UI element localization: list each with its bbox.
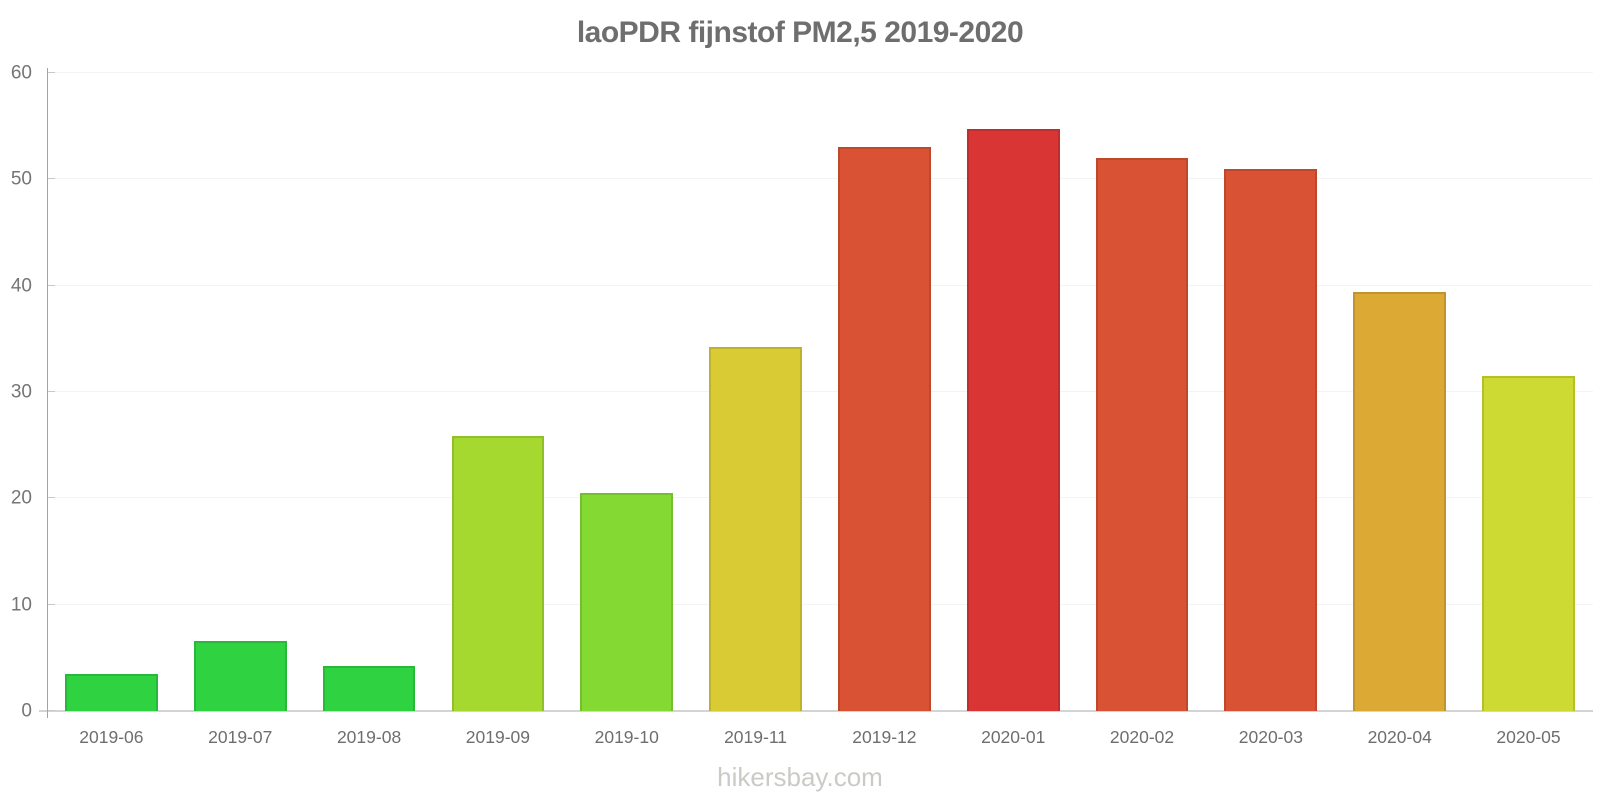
- y-axis-tick: [48, 710, 55, 711]
- watermark: hikersbay.com: [717, 762, 883, 792]
- chart-title: laoPDR fijnstof PM2,5 2019-2020: [576, 16, 1024, 49]
- x-axis-label: 2020-04: [1367, 727, 1432, 747]
- bar-2020-03: [1224, 168, 1318, 711]
- x-axis-label: 2020-02: [1109, 727, 1175, 747]
- x-axis-label: 2019-06: [79, 727, 144, 747]
- bar-slot-2020-04: 2020-04: [1335, 73, 1464, 747]
- x-axis-label: 2020-01: [981, 727, 1046, 747]
- x-axis-label: 2019-09: [465, 727, 531, 747]
- y-axis-tick: [48, 178, 55, 180]
- bar-series: 2019-06 2019-07 2019-08 2019-09 2019-10 2019-…: [47, 73, 1593, 747]
- bar-2019-09: [451, 435, 545, 711]
- bar-slot-2020-03: 2020-03: [1206, 73, 1335, 747]
- bar-2019-10: [580, 493, 674, 711]
- y-axis-tick: [48, 72, 55, 73]
- bar-2020-05: [1482, 376, 1575, 711]
- bar-slot-2019-12: 2019-12: [820, 73, 949, 747]
- bar-slot-2019-09: 2019-09: [433, 73, 562, 747]
- bar-slot-2020-02: 2020-02: [1078, 73, 1207, 747]
- gridline-20: [47, 497, 1593, 499]
- x-axis-label: 2020-03: [1238, 727, 1303, 747]
- x-axis-label: 2019-12: [852, 727, 917, 747]
- x-axis-label: 2020-05: [1496, 727, 1561, 747]
- y-axis-tick-label: 60: [10, 62, 32, 84]
- y-axis-line: [47, 68, 48, 718]
- y-axis-tick: [48, 284, 55, 286]
- x-axis-label: 2019-07: [208, 727, 273, 747]
- bar-slot-2019-06: 2019-06: [47, 73, 176, 747]
- y-axis-tick: [48, 603, 55, 605]
- gridline-10: [47, 603, 1593, 605]
- y-axis-tick-label: 10: [10, 594, 32, 616]
- y-axis-tick-label: 50: [10, 168, 32, 190]
- x-axis-label: 2019-11: [724, 727, 788, 747]
- bar-2019-07: [193, 640, 287, 711]
- bar-2019-06: [65, 673, 158, 711]
- bar-2019-08: [322, 666, 416, 711]
- y-axis-tick-label: 40: [10, 275, 32, 297]
- bar-slot-2020-05: 2020-05: [1464, 73, 1593, 747]
- bar-slot-2019-11: 2019-11: [691, 73, 820, 747]
- bar-2020-04: [1353, 292, 1447, 711]
- bar-slot-2019-08: 2019-08: [305, 73, 434, 747]
- plot-area: 2019-06 2019-07 2019-08 2019-09 2019-10 2019-…: [11, 64, 1593, 747]
- gridline-60: [47, 72, 1593, 73]
- gridline-40: [47, 284, 1593, 286]
- bar-2020-02: [1095, 158, 1189, 711]
- bar-slot-2019-10: 2019-10: [562, 73, 691, 747]
- y-axis-tick: [48, 497, 55, 499]
- gridline-50: [47, 178, 1593, 180]
- bar-2019-11: [709, 347, 802, 711]
- bar-slot-2019-07: 2019-07: [176, 73, 305, 747]
- bar-2019-12: [838, 147, 931, 711]
- bar-2020-01: [966, 129, 1060, 711]
- x-axis-line: [39, 710, 1593, 712]
- y-axis-tick-label: 30: [10, 381, 32, 403]
- gridline-30: [47, 391, 1593, 392]
- y-axis-tick-label: 0: [21, 700, 32, 722]
- y-axis-tick-label: 20: [10, 487, 32, 509]
- x-axis-label: 2019-08: [336, 727, 402, 747]
- y-axis-tick: [48, 391, 55, 392]
- bar-slot-2020-01: 2020-01: [949, 73, 1078, 747]
- x-axis-label: 2019-10: [594, 727, 659, 747]
